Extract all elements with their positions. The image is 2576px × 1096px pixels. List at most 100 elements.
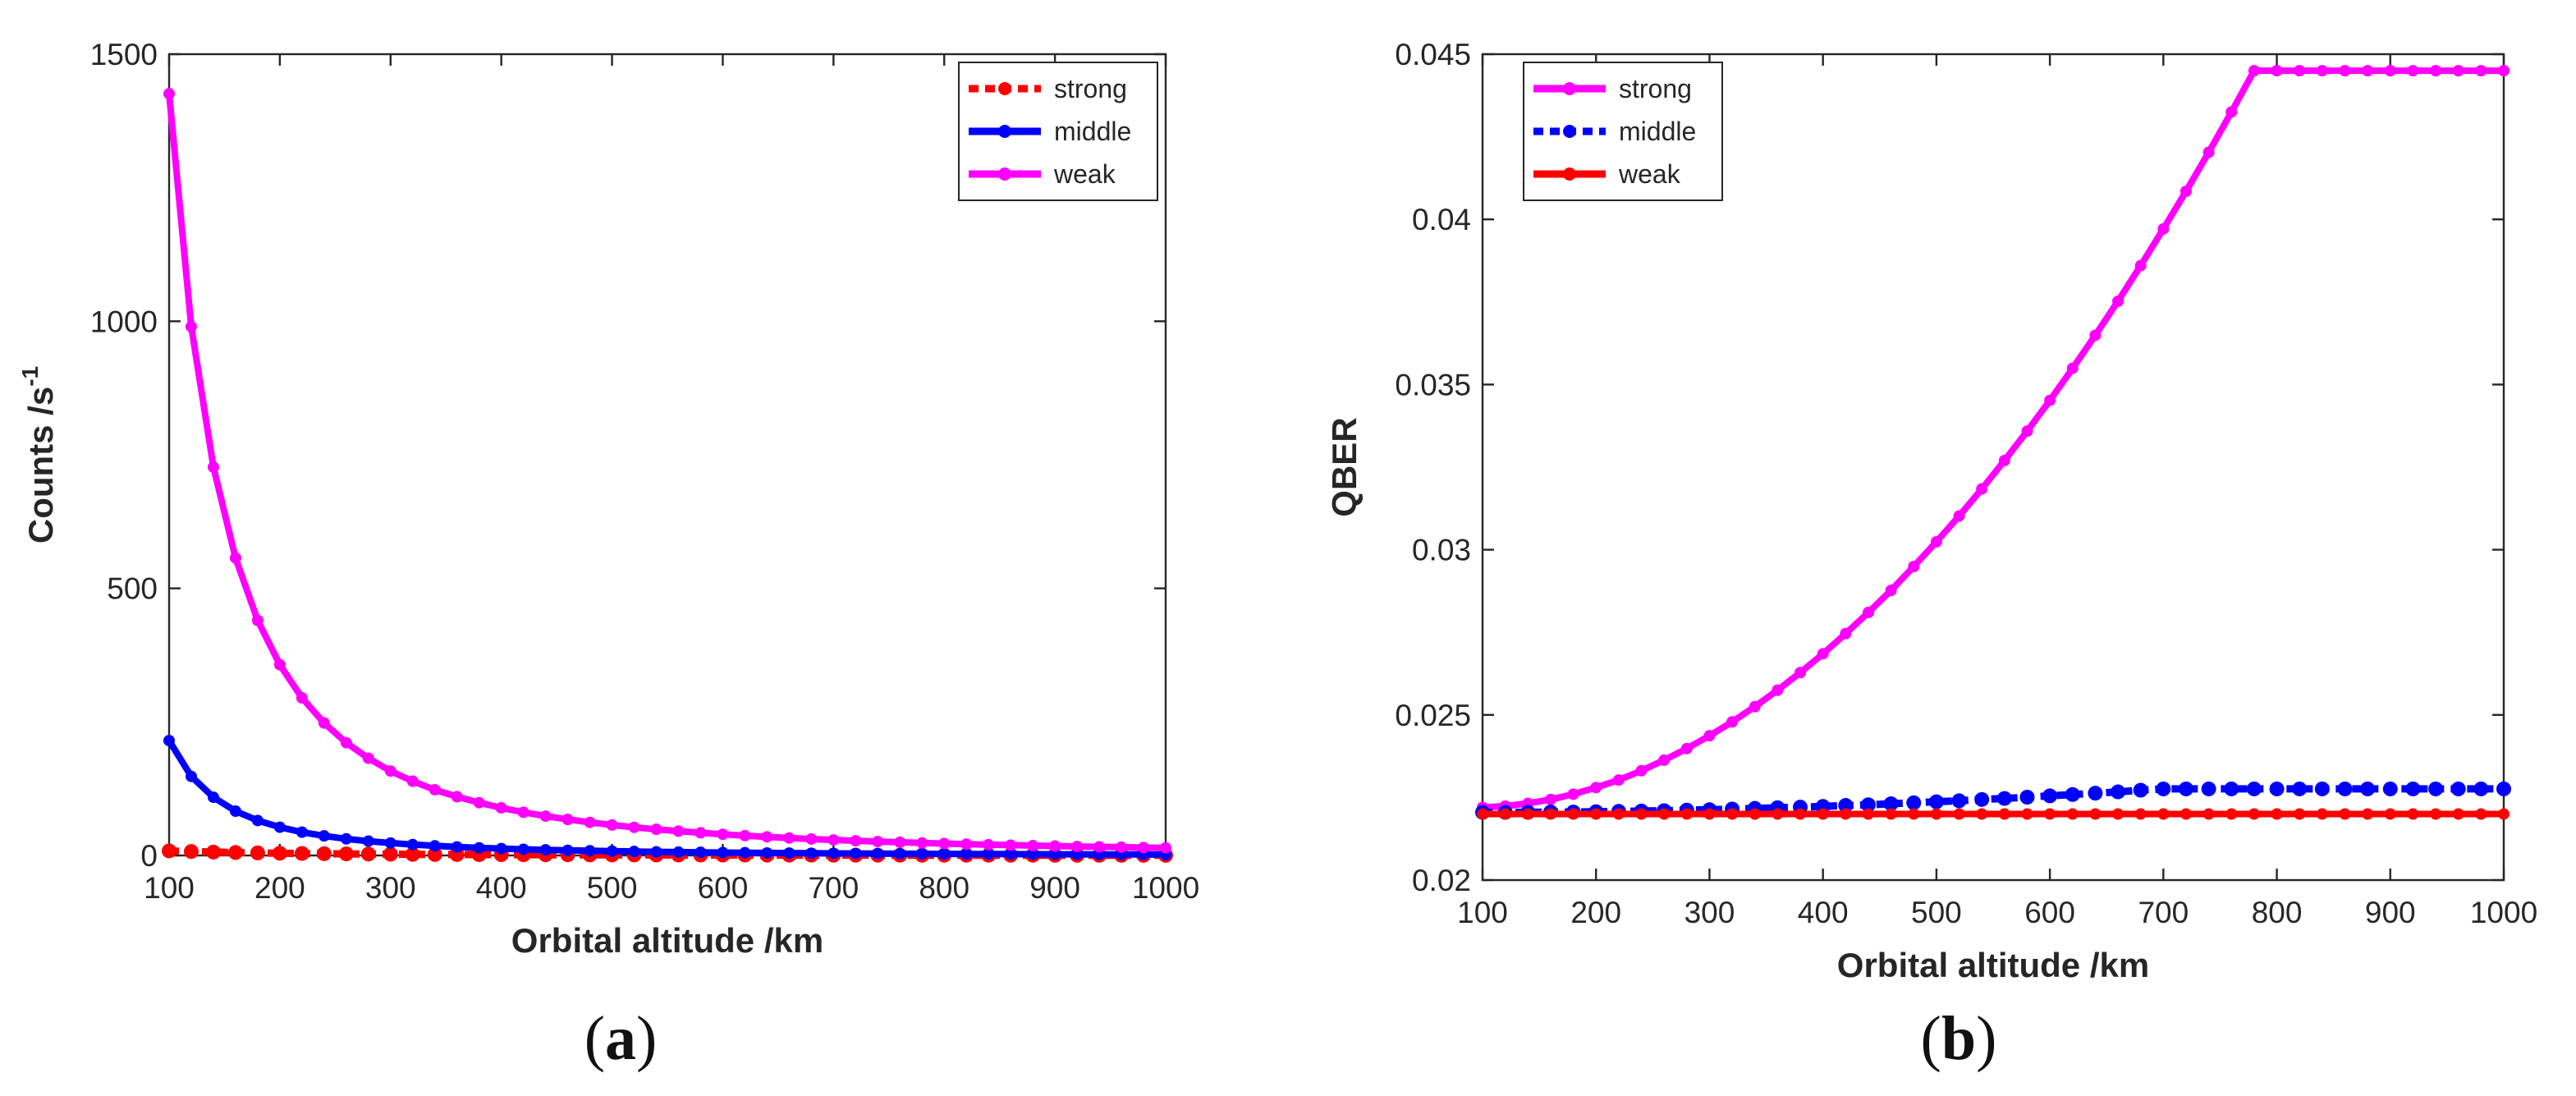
x-axis-title: Orbital altitude /km — [511, 921, 823, 960]
data-point-weak — [2202, 808, 2215, 820]
series-middle — [163, 735, 1171, 860]
data-point-strong — [1840, 627, 1852, 640]
data-point-strong — [2362, 65, 2374, 77]
y-axis-title-text: Counts /s — [21, 387, 60, 543]
caption-close-paren: ) — [636, 1004, 657, 1073]
data-point-middle — [2382, 781, 2398, 796]
data-point-strong — [1930, 535, 1942, 548]
data-point-middle — [1071, 848, 1084, 860]
data-point-weak — [1116, 841, 1128, 853]
y-tick-label: 1500 — [90, 38, 158, 71]
legend-marker-middle — [998, 125, 1011, 138]
data-point-middle — [384, 837, 396, 849]
legend: strong middle weak — [958, 62, 1158, 201]
caption-open-paren: ( — [584, 1004, 605, 1073]
data-point-weak — [628, 821, 640, 833]
data-point-weak — [1138, 841, 1150, 854]
y-tick-label: 0.025 — [1395, 699, 1471, 732]
data-point-strong — [227, 845, 243, 860]
data-point-middle — [628, 846, 640, 858]
plot-area-box — [1481, 53, 2505, 882]
data-point-weak — [384, 765, 396, 777]
data-point-middle — [2133, 782, 2148, 798]
panel-b-qber-chart: 100 200 300 400 500 600 700 800 900 1000 0.02 0.025… — [1325, 38, 2537, 1073]
data-point-weak — [1049, 840, 1061, 852]
data-point-strong — [405, 846, 420, 862]
legend-label-strong: strong — [1054, 74, 1127, 103]
data-point-middle — [1027, 848, 1039, 860]
data-point-middle — [1974, 791, 1990, 807]
series-line-strong — [1482, 67, 2504, 811]
data-point-middle — [2246, 781, 2262, 796]
series-strong — [1477, 65, 2510, 814]
data-point-weak — [894, 836, 906, 848]
x-tick-label: 600 — [2024, 896, 2075, 929]
data-point-weak — [451, 791, 463, 803]
data-point-strong — [1703, 730, 1716, 742]
data-point-weak — [938, 837, 951, 850]
y-tick-label: 0 — [140, 839, 158, 873]
x-tick-label: 800 — [2252, 896, 2303, 929]
data-point-middle — [739, 846, 751, 859]
data-point-weak — [296, 692, 308, 704]
data-point-middle — [827, 847, 840, 860]
data-point-weak — [983, 838, 995, 851]
data-point-strong — [2044, 394, 2056, 406]
data-point-middle — [1049, 848, 1061, 860]
data-point-middle — [717, 846, 729, 859]
data-point-weak — [1658, 808, 1671, 820]
data-point-weak — [1703, 808, 1716, 820]
data-point-weak — [517, 806, 529, 819]
data-point-strong — [1544, 793, 1556, 805]
data-point-strong — [2021, 425, 2033, 438]
data-point-weak — [2452, 808, 2464, 820]
data-point-weak — [916, 837, 928, 849]
data-point-middle — [805, 847, 818, 860]
data-point-middle — [1996, 791, 2012, 806]
caption-close-paren: ) — [1976, 1004, 1996, 1073]
data-point-strong — [427, 846, 442, 862]
data-point-middle — [185, 770, 197, 782]
data-point-weak — [2066, 808, 2079, 820]
data-point-weak — [783, 832, 795, 844]
data-point-middle — [2042, 788, 2058, 804]
data-point-weak — [229, 552, 241, 564]
y-tick-label: 500 — [107, 572, 158, 606]
data-point-strong — [1680, 742, 1693, 754]
data-point-strong — [2271, 65, 2283, 77]
legend-marker-weak — [1563, 167, 1576, 181]
data-point-strong — [1862, 607, 1874, 619]
data-point-middle — [207, 791, 219, 804]
y-tick-label: 0.02 — [1412, 864, 1471, 897]
data-point-weak — [1726, 808, 1739, 820]
data-point-strong — [1567, 788, 1579, 800]
legend-marker-middle — [1563, 125, 1576, 138]
data-point-middle — [1928, 794, 1944, 809]
data-point-middle — [916, 847, 928, 860]
data-point-middle — [1951, 793, 1967, 809]
data-point-middle — [2337, 781, 2353, 796]
x-tick-label: 500 — [1911, 896, 1962, 929]
data-point-weak — [2407, 808, 2419, 820]
data-point-weak — [273, 658, 286, 671]
data-point-strong — [2225, 106, 2238, 118]
data-point-weak — [960, 838, 973, 851]
x-tick-label: 1000 — [1132, 871, 1199, 905]
caption-letter: b — [1941, 1004, 1976, 1073]
data-point-weak — [717, 828, 729, 841]
data-point-weak — [1544, 808, 1556, 820]
x-tick-label: 900 — [1029, 871, 1080, 905]
data-point-middle — [1883, 796, 1899, 812]
data-point-middle — [1005, 848, 1017, 860]
data-point-weak — [827, 834, 840, 846]
data-point-middle — [451, 841, 463, 853]
data-point-weak — [739, 829, 751, 841]
data-point-weak — [872, 836, 884, 848]
data-point-middle — [2156, 781, 2171, 796]
data-point-weak — [2430, 808, 2442, 820]
x-tick-label: 200 — [254, 871, 305, 905]
data-point-weak — [1477, 808, 1488, 820]
data-point-weak — [2248, 808, 2260, 820]
legend-label-weak: weak — [1053, 159, 1116, 189]
y-tick-label: 0.035 — [1395, 368, 1471, 401]
